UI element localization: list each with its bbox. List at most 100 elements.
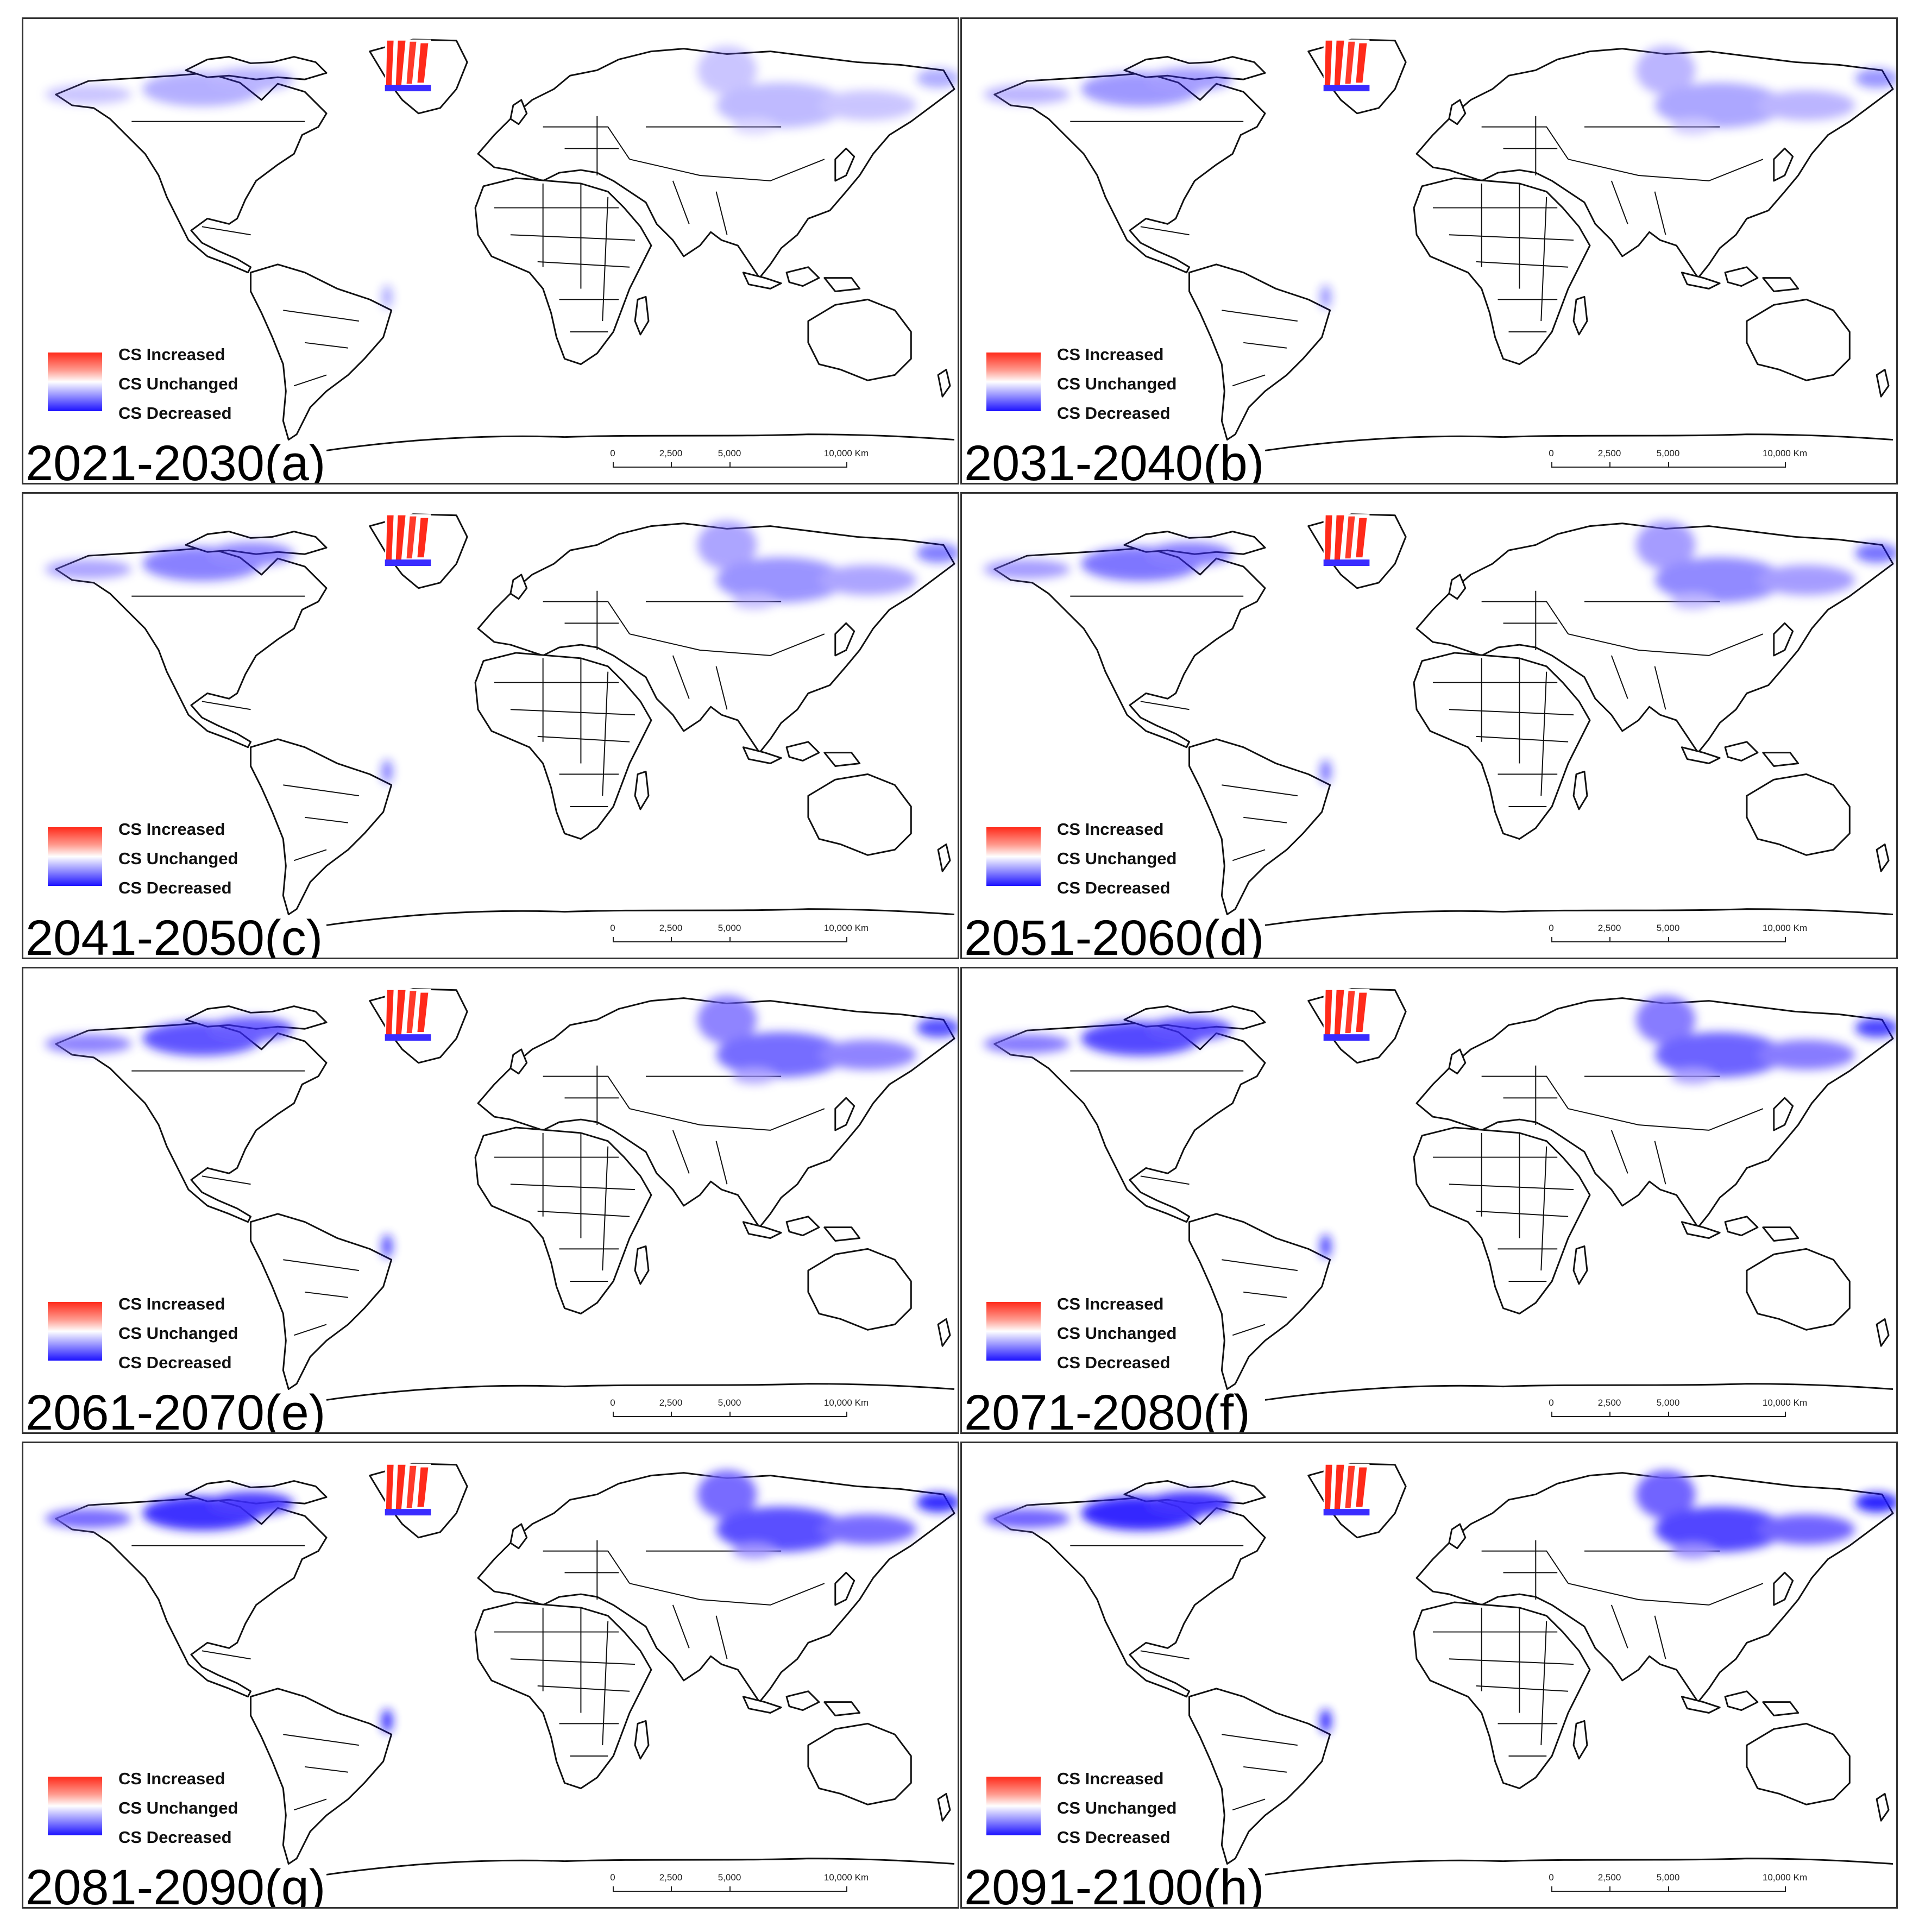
legend-label-increased: CS Increased <box>1057 820 1164 839</box>
country-borders <box>131 590 825 861</box>
panel-title: 2051-2060(d) <box>964 910 1264 959</box>
legend-swatch-decreased <box>48 1331 102 1361</box>
scale-tick-mark <box>1785 1886 1786 1892</box>
legend-label-increased: CS Increased <box>118 1294 225 1313</box>
greenland-increase <box>385 1463 431 1516</box>
scale-tick-0: 0 <box>1549 1398 1554 1408</box>
map-panel-f: CS Increased CS Unchanged CS Decreased 0… <box>960 967 1898 1434</box>
scale-tick-mark <box>729 1412 731 1417</box>
cs-change-overlay <box>983 514 1896 784</box>
scale-tick-0: 0 <box>1549 1872 1554 1883</box>
scale-tick-mark <box>1785 462 1786 468</box>
scale-tick-10000: 10,000 Km <box>1762 923 1808 933</box>
panel-title: 2061-2070(e) <box>26 1385 326 1434</box>
country-borders <box>131 1065 825 1336</box>
scale-bar: 0 2,500 5,000 10,000 Km <box>610 1872 895 1907</box>
greenland-increase <box>1323 989 1370 1041</box>
panel-title: 2071-2080(f) <box>964 1385 1250 1434</box>
legend: CS Increased CS Unchanged CS Decreased <box>48 345 276 432</box>
scale-tick-mark <box>846 1412 847 1417</box>
scale-tick-5000: 5,000 <box>718 923 741 933</box>
greenland-increase <box>1323 514 1370 567</box>
scale-tick-2500: 2,500 <box>659 448 683 458</box>
legend: CS Increased CS Unchanged CS Decreased <box>986 820 1215 907</box>
scale-tick-mark <box>671 937 672 942</box>
greenland-increase <box>1323 39 1370 92</box>
cs-change-overlay <box>45 514 958 784</box>
scale-tick-mark <box>846 1886 847 1892</box>
country-borders <box>1070 590 1764 861</box>
country-borders <box>1070 116 1764 387</box>
scale-tick-10000: 10,000 Km <box>1762 448 1808 458</box>
legend-label-increased: CS Increased <box>118 345 225 364</box>
legend-label-unchanged: CS Unchanged <box>1057 1798 1177 1817</box>
legend-swatch-increased <box>986 353 1041 382</box>
legend-label-unchanged: CS Unchanged <box>118 1798 238 1817</box>
scale-tick-5000: 5,000 <box>718 1872 741 1883</box>
greenland-increase <box>385 989 431 1041</box>
panel-title: 2081-2090(g) <box>26 1860 326 1909</box>
scale-bar: 0 2,500 5,000 10,000 Km <box>1549 1398 1834 1432</box>
greenland-increase <box>385 39 431 92</box>
world-map <box>983 988 1896 1401</box>
legend-swatch-increased <box>48 1777 102 1806</box>
scale-tick-5000: 5,000 <box>718 448 741 458</box>
scale-tick-0: 0 <box>610 1398 615 1408</box>
greenland-increase <box>1323 1463 1370 1516</box>
map-panel-g: CS Increased CS Unchanged CS Decreased 0… <box>22 1442 959 1909</box>
scale-bar: 0 2,500 5,000 10,000 Km <box>610 923 895 958</box>
legend-label-decreased: CS Decreased <box>1057 878 1171 897</box>
scale-tick-10000: 10,000 Km <box>823 923 869 933</box>
cs-change-overlay <box>983 39 1896 309</box>
scale-tick-2500: 2,500 <box>659 1398 683 1408</box>
legend-swatch-decreased <box>48 382 102 411</box>
legend-swatch-decreased <box>986 382 1041 411</box>
scale-tick-5000: 5,000 <box>1656 448 1680 458</box>
scale-tick-mark <box>729 1886 731 1892</box>
cs-change-overlay <box>45 1463 958 1733</box>
map-panel-e: CS Increased CS Unchanged CS Decreased 0… <box>22 967 959 1434</box>
map-panel-b: CS Increased CS Unchanged CS Decreased 0… <box>960 17 1898 484</box>
legend-label-increased: CS Increased <box>1057 1769 1164 1788</box>
cs-change-overlay <box>983 989 1896 1258</box>
scale-bar: 0 2,500 5,000 10,000 Km <box>610 448 895 483</box>
legend-label-decreased: CS Decreased <box>118 878 232 897</box>
scale-tick-5000: 5,000 <box>718 1398 741 1408</box>
greenland-increase <box>385 514 431 567</box>
legend-label-increased: CS Increased <box>1057 345 1164 364</box>
scale-tick-mark <box>846 462 847 468</box>
legend-label-unchanged: CS Unchanged <box>118 849 238 868</box>
panel-title: 2021-2030(a) <box>26 436 326 484</box>
legend-swatch-decreased <box>986 857 1041 886</box>
scale-tick-mark <box>613 462 614 468</box>
scale-tick-mark <box>1668 462 1669 468</box>
scale-tick-mark <box>1551 462 1552 468</box>
scale-tick-mark <box>1551 1412 1552 1417</box>
panel-title: 2031-2040(b) <box>964 436 1264 484</box>
legend: CS Increased CS Unchanged CS Decreased <box>48 1769 276 1856</box>
legend-swatch-increased <box>48 353 102 382</box>
scale-tick-2500: 2,500 <box>1597 923 1621 933</box>
scale-tick-10000: 10,000 Km <box>823 1872 869 1883</box>
world-map <box>45 513 958 926</box>
legend-label-unchanged: CS Unchanged <box>118 1324 238 1343</box>
legend-label-decreased: CS Decreased <box>118 1353 232 1372</box>
legend-swatch-increased <box>986 1302 1041 1331</box>
legend-swatch-increased <box>986 1777 1041 1806</box>
scale-tick-mark <box>1609 1886 1610 1892</box>
scale-tick-2500: 2,500 <box>1597 1872 1621 1883</box>
legend: CS Increased CS Unchanged CS Decreased <box>48 820 276 907</box>
scale-bar: 0 2,500 5,000 10,000 Km <box>1549 448 1834 483</box>
scale-tick-mark <box>1609 462 1610 468</box>
scale-tick-mark <box>846 937 847 942</box>
panel-title: 2041-2050(c) <box>26 910 323 959</box>
world-map <box>45 988 958 1401</box>
legend-label-unchanged: CS Unchanged <box>1057 849 1177 868</box>
world-map <box>983 513 1896 926</box>
scale-tick-mark <box>671 1412 672 1417</box>
scale-tick-10000: 10,000 Km <box>823 448 869 458</box>
scale-tick-mark <box>671 1886 672 1892</box>
scale-tick-mark <box>1609 1412 1610 1417</box>
world-map <box>983 1463 1896 1876</box>
world-map <box>983 39 1896 451</box>
